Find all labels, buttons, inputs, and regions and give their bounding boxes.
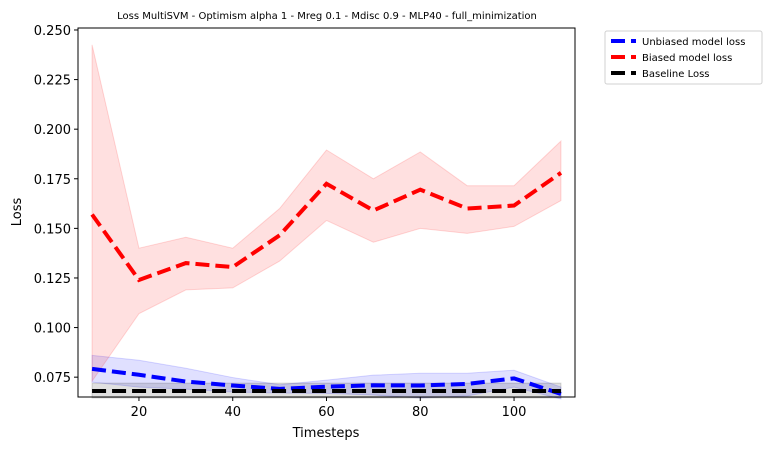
legend: Unbiased model loss Biased model loss Base…	[604, 30, 763, 85]
x-tick-label: 20	[131, 405, 148, 420]
legend-frame	[604, 30, 763, 85]
y-tick-label: 0.150	[34, 222, 71, 237]
biased-model-loss-line	[90, 171, 563, 283]
y-tick-label: 0.250	[34, 24, 71, 39]
x-tick-label: 100	[502, 405, 527, 420]
baseline-loss-band	[91, 382, 562, 399]
y-tick-label: 0.225	[34, 74, 71, 89]
biased-model-loss-band	[91, 44, 562, 383]
baseline-loss-legend-label: Baseline Loss	[642, 69, 710, 80]
chart-title: Loss MultiSVM - Optimism alpha 1 - Mreg …	[117, 11, 537, 22]
y-tick-label: 0.100	[34, 322, 71, 337]
confidence-bands	[91, 44, 562, 400]
series-lines	[90, 171, 563, 396]
y-tick-label: 0.125	[34, 272, 71, 287]
x-axis-label: Timesteps	[292, 426, 360, 441]
x-tick-label: 60	[318, 405, 335, 420]
x-tick-label: 80	[412, 405, 429, 420]
y-tick-label: 0.075	[34, 371, 71, 386]
x-tick-label: 40	[224, 405, 241, 420]
biased-model-loss-legend-label: Biased model loss	[642, 53, 732, 64]
y-tick-label: 0.175	[34, 173, 71, 188]
legend-items: Unbiased model loss Biased model loss Base…	[611, 37, 745, 80]
y-axis-label: Loss	[10, 198, 25, 227]
y-tick-label: 0.200	[34, 123, 71, 138]
y-axis-ticks: 0.075 0.100 0.125 0.150 0.175 0.200 0.225 0.250	[34, 24, 78, 386]
unbiased-model-loss-line	[91, 366, 562, 396]
unbiased-model-loss-legend-label: Unbiased model loss	[642, 37, 745, 48]
x-axis-ticks: 20 40 60 80 100	[131, 397, 527, 420]
